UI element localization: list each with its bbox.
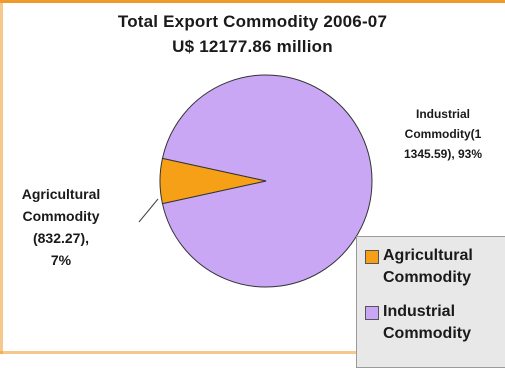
industrial-label-line-1: Industrial bbox=[415, 107, 470, 121]
pie-slice-agricultural bbox=[159, 157, 267, 205]
legend-industrial-line-1: Industrial bbox=[383, 303, 456, 320]
industrial-slice-label: Industrial Commodity(1 1345.59), 93% bbox=[378, 104, 505, 164]
industrial-label-line-2: Commodity(1 bbox=[404, 127, 482, 141]
legend-agricultural-line-2: Commodity bbox=[383, 269, 471, 286]
legend-label-industrial: Industrial Commodity bbox=[383, 301, 505, 345]
legend-industrial-line-2: Commodity bbox=[383, 325, 471, 342]
agricultural-label-line-2: Commodity bbox=[22, 208, 100, 224]
legend-label-agricultural: Agricultural Commodity bbox=[383, 245, 505, 289]
agricultural-leader-line bbox=[138, 198, 159, 223]
agricultural-label-line-4: 7% bbox=[50, 252, 72, 268]
agricultural-label-line-3: (832.27), bbox=[32, 230, 90, 246]
left-border bbox=[0, 3, 3, 354]
chart-title: Total Export Commodity 2006-07 bbox=[117, 12, 388, 31]
legend-swatch-industrial bbox=[365, 306, 379, 320]
agricultural-label-line-1: Agricultural bbox=[21, 186, 101, 202]
chart-subtitle: U$ 12177.86 million bbox=[172, 37, 333, 56]
pie-chart bbox=[138, 74, 373, 288]
top-border bbox=[0, 0, 505, 3]
industrial-label-line-3: 1345.59), 93% bbox=[403, 147, 483, 161]
bottom-border bbox=[0, 351, 505, 354]
pie-slice-industrial bbox=[161, 74, 373, 288]
legend-swatch-agricultural bbox=[365, 250, 379, 264]
agricultural-slice-label: Agricultural Commodity (832.27), 7% bbox=[6, 183, 116, 271]
legend: Agricultural Commodity Industrial Commod… bbox=[356, 236, 505, 368]
legend-agricultural-line-1: Agricultural bbox=[383, 247, 473, 264]
